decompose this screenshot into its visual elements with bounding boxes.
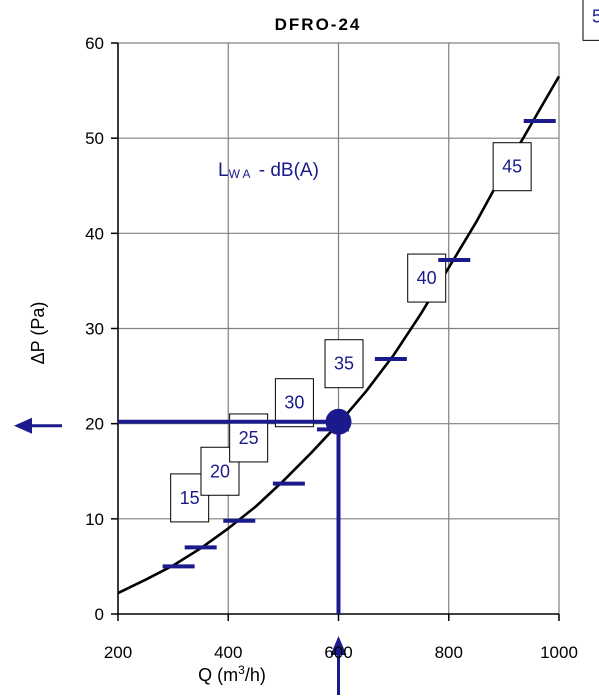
x-tick-label: 400 bbox=[214, 643, 242, 662]
noise-box-45 bbox=[492, 142, 532, 192]
y-tick-label: 40 bbox=[85, 224, 104, 243]
operating-point bbox=[325, 408, 352, 435]
operating-point-guides bbox=[14, 408, 352, 695]
axes bbox=[111, 42, 560, 621]
flow-arrow-head bbox=[330, 636, 347, 655]
x-tick-label: 200 bbox=[104, 643, 132, 662]
y-tick-label: 0 bbox=[95, 605, 104, 624]
y-tick-label: 60 bbox=[85, 34, 104, 53]
noise-box-35 bbox=[324, 339, 364, 389]
noise-label: LWA - dB(A) bbox=[218, 160, 319, 181]
noise-label-15: 15 bbox=[180, 488, 200, 508]
noise-box-50 bbox=[582, 0, 599, 41]
x-tick-label: 800 bbox=[435, 643, 463, 662]
noise-label-25: 25 bbox=[239, 428, 259, 448]
noise-label-45: 45 bbox=[502, 157, 522, 177]
noise-label-50: 50 bbox=[592, 6, 599, 26]
y-axis-label: ΔP (Pa) bbox=[28, 302, 48, 365]
y-tick-label: 10 bbox=[85, 510, 104, 529]
chart-title: DFRO-24 bbox=[275, 15, 362, 34]
noise-label-30: 30 bbox=[284, 393, 304, 413]
x-tick-label: 1000 bbox=[540, 643, 578, 662]
tick-labels: 0 10 20 30 40 50 60 200 400 600 800 1000 bbox=[85, 34, 578, 662]
noise-label-20: 20 bbox=[210, 461, 230, 481]
pressure-arrow-head bbox=[14, 417, 32, 434]
noise-level-marks: 15 20 25 30 35 40 45 50 bbox=[162, 0, 599, 569]
noise-label-35: 35 bbox=[334, 354, 354, 374]
noise-label-40: 40 bbox=[417, 268, 437, 288]
noise-box-40 bbox=[407, 253, 447, 303]
x-axis-label: Q (m3/h) bbox=[198, 663, 266, 685]
y-tick-label: 30 bbox=[85, 320, 104, 339]
x-tick-label: 600 bbox=[324, 643, 352, 662]
y-tick-label: 50 bbox=[85, 129, 104, 148]
y-tick-label: 20 bbox=[85, 415, 104, 434]
noise-box-30 bbox=[274, 378, 314, 428]
